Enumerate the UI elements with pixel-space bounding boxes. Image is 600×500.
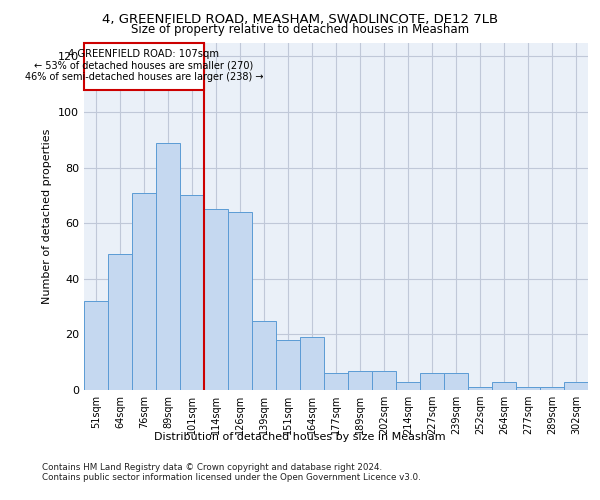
- Bar: [132, 192, 156, 390]
- Y-axis label: Number of detached properties: Number of detached properties: [43, 128, 52, 304]
- Text: Distribution of detached houses by size in Measham: Distribution of detached houses by size …: [154, 432, 446, 442]
- Bar: [324, 374, 348, 390]
- Text: 4, GREENFIELD ROAD, MEASHAM, SWADLINCOTE, DE12 7LB: 4, GREENFIELD ROAD, MEASHAM, SWADLINCOTE…: [102, 12, 498, 26]
- Bar: [444, 374, 468, 390]
- Bar: [516, 387, 540, 390]
- Bar: [276, 340, 300, 390]
- Text: Size of property relative to detached houses in Measham: Size of property relative to detached ho…: [131, 22, 469, 36]
- Bar: [564, 382, 588, 390]
- Bar: [348, 370, 372, 390]
- Bar: [396, 382, 420, 390]
- Text: ← 53% of detached houses are smaller (270): ← 53% of detached houses are smaller (27…: [34, 60, 254, 70]
- Bar: [540, 387, 564, 390]
- Bar: [84, 301, 108, 390]
- Bar: [372, 370, 396, 390]
- Bar: [492, 382, 516, 390]
- Bar: [204, 210, 228, 390]
- Bar: [468, 387, 492, 390]
- Bar: [180, 196, 204, 390]
- Bar: [228, 212, 252, 390]
- Bar: [84, 42, 204, 90]
- Text: 46% of semi-detached houses are larger (238) →: 46% of semi-detached houses are larger (…: [25, 72, 263, 82]
- Bar: [108, 254, 132, 390]
- Text: Contains HM Land Registry data © Crown copyright and database right 2024.
Contai: Contains HM Land Registry data © Crown c…: [42, 462, 421, 482]
- Bar: [300, 337, 324, 390]
- Bar: [252, 320, 276, 390]
- Text: 4 GREENFIELD ROAD: 107sqm: 4 GREENFIELD ROAD: 107sqm: [68, 50, 220, 59]
- Bar: [156, 142, 180, 390]
- Bar: [420, 374, 444, 390]
